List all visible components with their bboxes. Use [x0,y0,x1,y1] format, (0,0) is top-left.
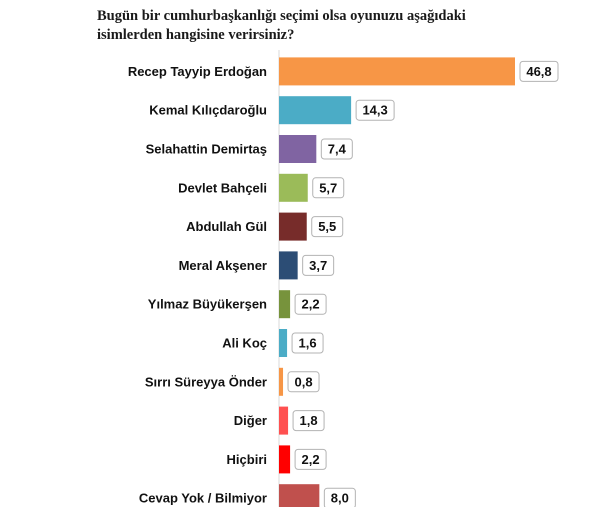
value-label-box-1 [519,60,559,82]
value-label-9: 0,8 [294,374,312,389]
bars-group: Recep Tayyip Erdoğan 46,8 Kemal Kılıçdaroğ… [128,57,559,507]
category-label-6: Meral Akşener [179,258,267,273]
category-label-12: Cevap Yok / Bilmiyor [139,491,267,506]
value-label-7: 2,2 [302,297,320,312]
chart-title-line-2: isimlerden hangisine verirsiniz? [97,27,294,43]
bar-5 [279,212,307,241]
bar-2 [279,96,352,125]
bar-8 [279,329,288,357]
bar-4 [279,173,308,202]
bar-1 [279,57,515,86]
value-label-10: 1,8 [300,413,318,428]
bar-10 [279,406,289,435]
bar-7 [279,290,291,319]
value-label-box-9 [287,371,320,393]
value-label-box-4 [312,177,345,199]
value-label-11: 2,2 [302,452,320,467]
chart-title-line-1: Bugün bir cumhurbaşkanlığı seçimi olsa o… [97,8,466,24]
category-label-4: Devlet Bahçeli [178,180,267,195]
category-label-11: Hiçbiri [227,452,267,467]
value-label-box-10 [292,410,325,432]
value-label-box-2 [355,99,395,121]
bar-3 [279,135,317,163]
category-label-10: Diğer [234,413,267,428]
value-label-box-7 [294,293,327,315]
category-label-3: Selahattin Demirtaş [146,142,267,157]
bar-6 [279,251,298,280]
category-label-9: Sırrı Süreyya Önder [145,374,267,389]
category-label-5: Abdullah Gül [186,219,267,234]
value-label-5: 5,5 [318,219,336,234]
value-label-box-5 [311,216,344,238]
value-label-4: 5,7 [319,180,337,195]
value-label-6: 3,7 [309,258,327,273]
category-label-7: Yılmaz Büyükerşen [148,297,267,312]
bar-12 [279,484,320,507]
value-label-box-6 [302,254,335,276]
value-label-box-12 [323,487,356,507]
bar-9 [279,367,284,396]
value-label-2: 14,3 [362,103,387,118]
value-label-box-3 [320,138,353,160]
value-label-3: 7,4 [328,142,347,157]
value-label-8: 1,6 [299,336,317,351]
value-label-1: 46,8 [526,64,551,79]
bar-11 [279,445,291,474]
category-label-2: Kemal Kılıçdaroğlu [149,103,267,118]
value-label-box-11 [294,448,327,470]
category-label-8: Ali Koç [222,336,267,351]
value-label-box-8 [291,332,324,354]
category-label-1: Recep Tayyip Erdoğan [128,64,267,79]
value-label-12: 8,0 [331,491,349,506]
